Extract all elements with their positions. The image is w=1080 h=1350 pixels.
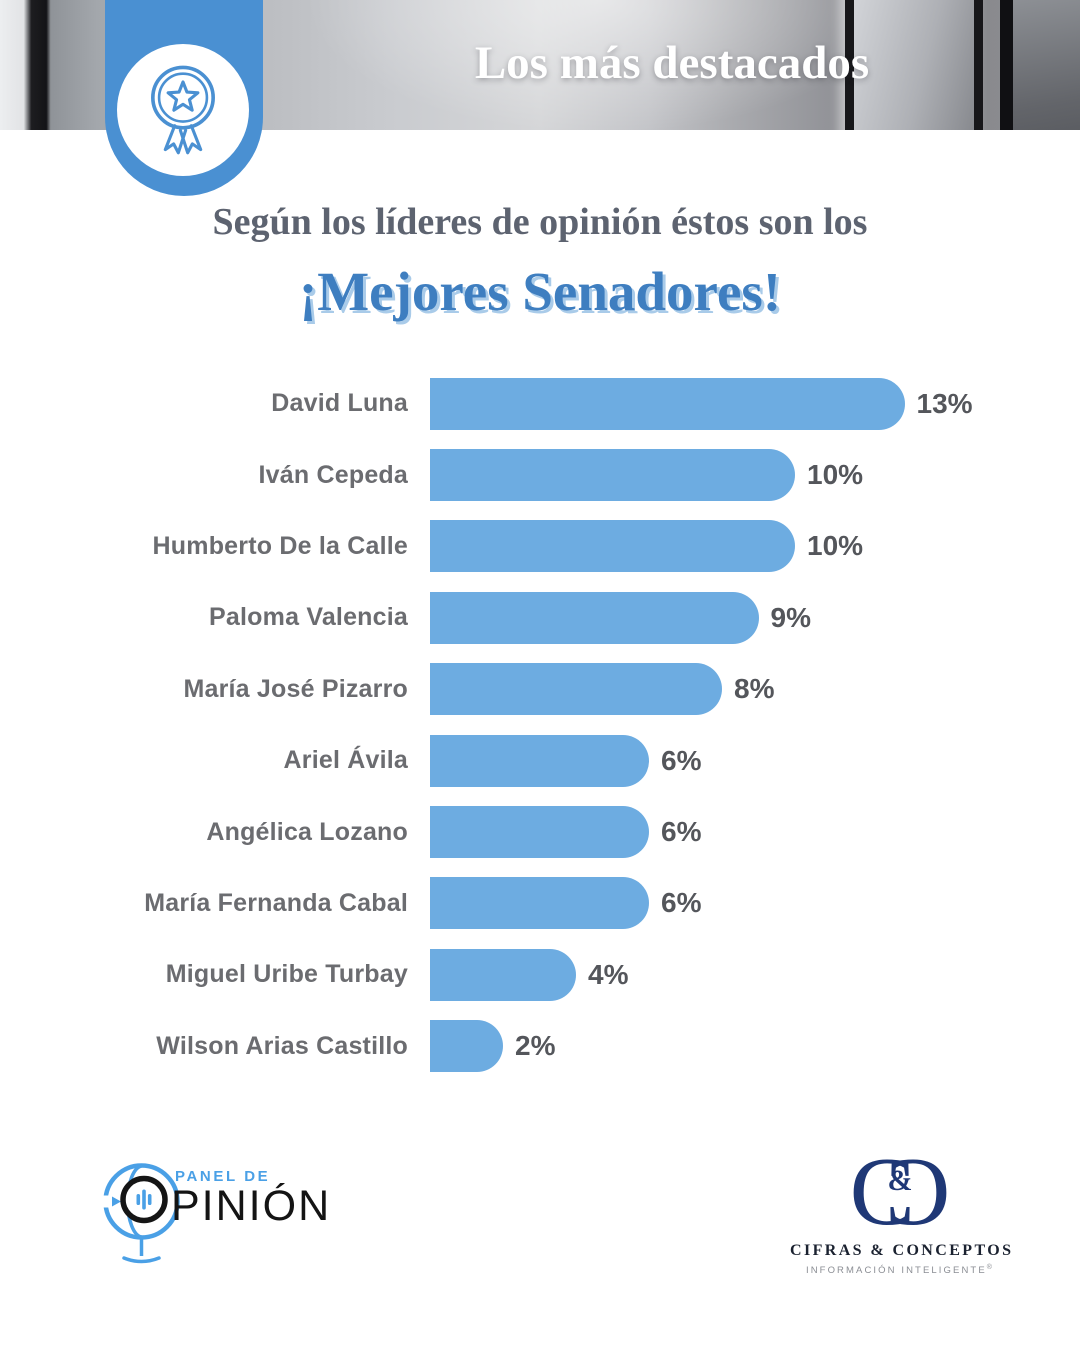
- bar-value: 4%: [588, 958, 629, 990]
- kicker-text: Según los líderes de opinión éstos son l…: [212, 201, 868, 243]
- ampersand-icon: &: [887, 1164, 913, 1197]
- bar: [430, 948, 576, 1001]
- bar-label: David Luna: [271, 389, 408, 418]
- panel-logo-word: PINIÓN: [171, 1182, 332, 1230]
- bar-label: María Fernanda Cabal: [144, 888, 408, 917]
- chart-row: María José Pizarro 8%: [0, 654, 1080, 725]
- headline: ¡Mejores Senadores!: [298, 261, 782, 322]
- bar-value: 10%: [807, 530, 864, 562]
- panel-logo-line1: PANEL DE: [175, 1168, 271, 1185]
- bar-label: Wilson Arias Castillo: [156, 1031, 408, 1060]
- award-medal-icon: [151, 65, 215, 155]
- bar: [430, 806, 649, 859]
- bar: [430, 377, 905, 430]
- bar-label: María José Pizarro: [183, 674, 408, 703]
- bar-value: 6%: [661, 816, 702, 848]
- bar: [430, 663, 722, 716]
- bar: [430, 520, 795, 573]
- bar: [430, 591, 759, 644]
- bar: [430, 1020, 503, 1073]
- chart-row: Miguel Uribe Turbay 4%: [0, 939, 1080, 1010]
- bar-label: Ariel Ávila: [283, 746, 408, 775]
- bar-value: 8%: [734, 673, 775, 705]
- bar-label: Miguel Uribe Turbay: [165, 960, 408, 989]
- cc-monogram: CC &: [790, 1138, 1010, 1246]
- bar-value: 10%: [807, 459, 864, 491]
- banner-title: Los más destacados: [474, 37, 870, 89]
- award-badge: [117, 44, 249, 176]
- chart-row: Wilson Arias Castillo 2%: [0, 1011, 1080, 1082]
- bar-value: 6%: [661, 744, 702, 776]
- cc-letter-left: C: [849, 1138, 915, 1246]
- registered-mark: ®: [986, 1264, 995, 1271]
- chart-row: David Luna 13%: [0, 368, 1080, 439]
- chart-row: Paloma Valencia 9%: [0, 582, 1080, 653]
- chart-row: Angélica Lozano 6%: [0, 796, 1080, 867]
- bar-value: 6%: [661, 887, 702, 919]
- bar-value: 9%: [770, 601, 811, 633]
- cifras-conceptos-name: CIFRAS & CONCEPTOS: [790, 1242, 1014, 1259]
- bar-value: 13%: [916, 387, 973, 419]
- globe-microphone-icon: [100, 1163, 180, 1264]
- cifras-conceptos-tagline: INFORMACIÓN INTELIGENTE®: [790, 1264, 1010, 1276]
- bar: [430, 877, 649, 930]
- bar: [430, 449, 795, 502]
- bar-value: 2%: [515, 1030, 556, 1062]
- cifras-conceptos-logo: CC & CIFRAS & CONCEPTOS INFORMACIÓN INTE…: [790, 1138, 1014, 1286]
- tagline-text: INFORMACIÓN INTELIGENTE: [805, 1265, 987, 1277]
- bar-label: Humberto De la Calle: [152, 531, 408, 560]
- bar-label: Angélica Lozano: [206, 817, 408, 846]
- award-ribbon: [105, 0, 263, 196]
- chart-row: Humberto De la Calle 10%: [0, 511, 1080, 582]
- chart-row: Iván Cepeda 10%: [0, 439, 1080, 510]
- bar-chart: David Luna 13% Iván Cepeda 10% Humberto De l…: [0, 368, 1080, 1082]
- bar-label: Iván Cepeda: [258, 460, 408, 489]
- chart-row: María Fernanda Cabal 6%: [0, 868, 1080, 939]
- panel-de-opinion-logo: PANEL DE PINIÓN: [95, 1150, 375, 1280]
- bar-label: Paloma Valencia: [209, 603, 408, 632]
- bar: [430, 734, 649, 787]
- chart-row: Ariel Ávila 6%: [0, 725, 1080, 796]
